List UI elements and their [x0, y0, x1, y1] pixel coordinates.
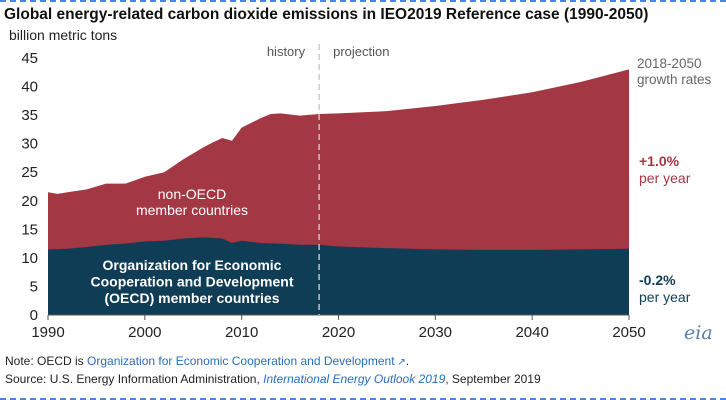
non-oecd-growth-rate: +1.0% — [639, 153, 680, 169]
x-tick-label: 2030 — [419, 324, 452, 341]
history-label: history — [267, 44, 306, 59]
x-tick-label: 1990 — [31, 324, 64, 341]
eia-logo: eia — [684, 322, 713, 344]
y-axis-units-label: billion metric tons — [9, 27, 118, 43]
projection-label: projection — [333, 44, 389, 59]
y-tick-label: 25 — [21, 164, 38, 181]
x-tick-label: 2040 — [515, 324, 548, 341]
chart-title: Global energy-related carbon dioxide emi… — [4, 6, 649, 23]
y-tick-label: 35 — [21, 107, 38, 124]
source-prefix: Source: U.S. Energy Information Administ… — [5, 372, 264, 386]
frame-top-border — [0, 0, 726, 2]
x-tick-label: 2020 — [322, 324, 355, 341]
x-tick-label: 2050 — [612, 324, 645, 341]
non-oecd-series-label: member countries — [136, 202, 248, 218]
y-tick-label: 5 — [30, 278, 38, 295]
non-oecd-series-label: non-OECD — [158, 186, 226, 202]
oecd-growth-rate: -0.2% — [639, 272, 676, 288]
y-tick-label: 0 — [30, 307, 38, 324]
y-tick-label: 45 — [21, 50, 38, 67]
y-tick-label: 15 — [21, 221, 38, 238]
oecd-series-label: Organization for Economic — [103, 257, 282, 273]
non-oecd-growth-unit: per year — [639, 170, 691, 186]
frame-bottom-border — [0, 398, 726, 400]
x-tick-label: 2010 — [225, 324, 258, 341]
footer-note: Note: OECD is Organization for Economic … — [5, 354, 409, 368]
y-tick-label: 20 — [21, 193, 38, 210]
x-tick-label: 2000 — [128, 324, 161, 341]
oecd-growth-unit: per year — [639, 289, 691, 305]
oecd-series-label: Cooperation and Development — [90, 274, 293, 290]
note-prefix: Note: OECD is — [5, 354, 88, 368]
source-suffix: , September 2019 — [445, 372, 541, 386]
oecd-link[interactable]: Organization for Economic Cooperation an… — [87, 354, 395, 368]
oecd-area — [48, 237, 629, 315]
note-suffix: . — [405, 354, 410, 368]
y-tick-label: 10 — [21, 250, 38, 267]
oecd-series-label: (OECD) member countries — [104, 290, 279, 306]
source-report-link[interactable]: International Energy Outlook 2019 — [263, 372, 446, 386]
growth-header-line1: 2018-2050 — [637, 56, 702, 71]
growth-header-line2: growth rates — [637, 72, 712, 87]
footer-source: Source: U.S. Energy Information Administ… — [5, 372, 541, 386]
external-link-icon[interactable]: ↗ — [394, 357, 406, 368]
y-tick-label: 30 — [21, 136, 38, 153]
y-tick-label: 40 — [21, 79, 38, 96]
